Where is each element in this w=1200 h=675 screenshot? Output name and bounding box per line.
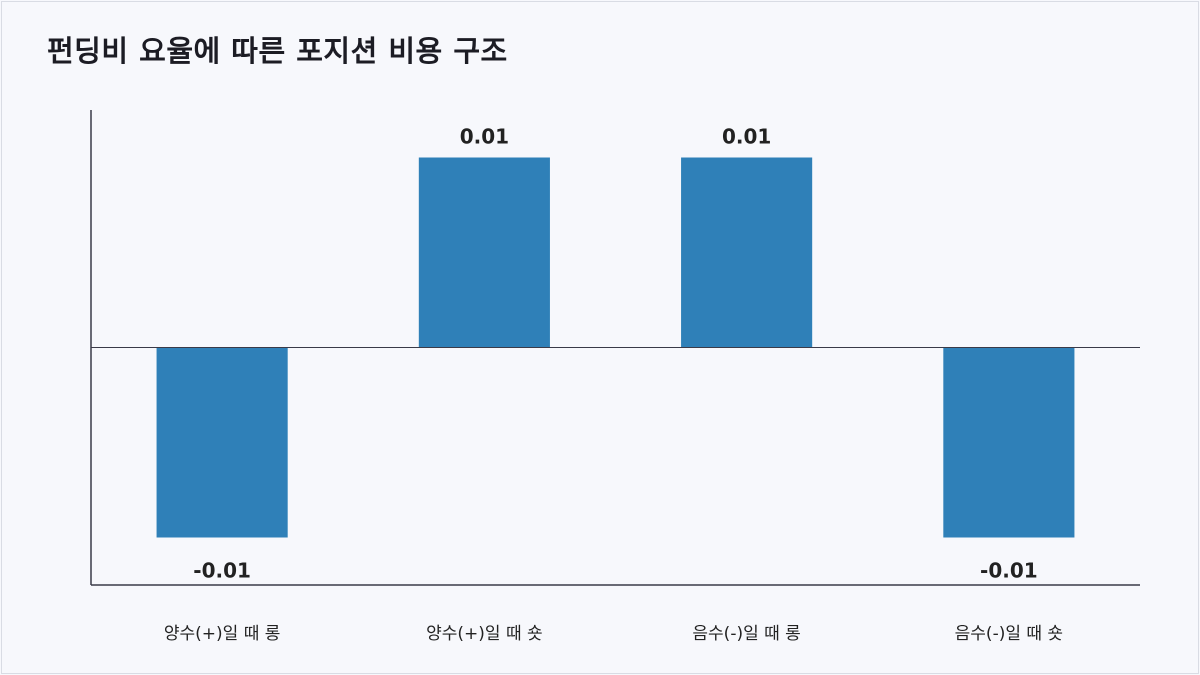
category-label-4: 음수(-)일 때 숏: [955, 624, 1063, 644]
category-labels-group: 양수(+)일 때 롱 양수(+)일 때 숏 음수(-)일 때 롱 음수(-)일 때 숏: [164, 624, 1063, 644]
bar-1: [156, 347, 288, 538]
data-label-2: 0.01: [460, 125, 509, 149]
data-labels-group: -0.01 0.01 0.01 -0.01: [193, 125, 1037, 583]
category-label-2: 양수(+)일 때 숏: [426, 624, 543, 644]
chart-title: 펀딩비 요율에 따른 포지션 비용 구조: [47, 34, 508, 68]
bar-3: [681, 157, 813, 348]
category-label-3: 음수(-)일 때 롱: [692, 624, 800, 644]
bar-2: [418, 157, 550, 348]
data-label-1: -0.01: [193, 559, 251, 583]
data-label-3: 0.01: [722, 125, 771, 149]
bar-4: [943, 347, 1075, 538]
category-label-1: 양수(+)일 때 롱: [164, 624, 281, 644]
data-label-4: -0.01: [980, 559, 1038, 583]
bars-group: [156, 157, 1075, 538]
